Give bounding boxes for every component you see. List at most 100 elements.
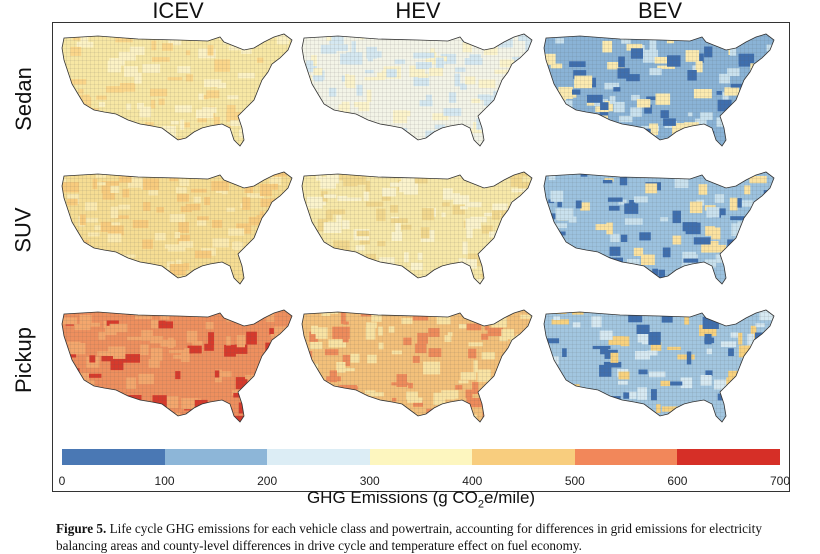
- county-region: [616, 142, 622, 146]
- county-region: [257, 34, 275, 37]
- county-region: [587, 113, 596, 123]
- county-region: [687, 273, 695, 282]
- county-region: [766, 350, 774, 362]
- county-region: [557, 276, 563, 282]
- county-region: [757, 383, 765, 394]
- county-region: [468, 426, 483, 439]
- county-region: [197, 276, 214, 281]
- county-region: [559, 122, 564, 128]
- county-region: [510, 74, 528, 81]
- county-region: [106, 289, 123, 296]
- county-region: [92, 404, 104, 416]
- county-region: [135, 291, 143, 303]
- county-region: [271, 417, 287, 422]
- county-region: [287, 421, 292, 422]
- county-region: [361, 276, 370, 284]
- county-region: [697, 282, 705, 284]
- county-region: [260, 131, 273, 140]
- county-region: [661, 418, 666, 422]
- county-region: [461, 34, 468, 36]
- county-borders: [544, 310, 774, 422]
- legend-tick-100: 100: [154, 474, 175, 488]
- county-region: [496, 254, 507, 263]
- county-region: [68, 144, 79, 146]
- county-region: [733, 243, 743, 255]
- county-region: [309, 248, 323, 258]
- county-region: [284, 351, 292, 365]
- county-region: [305, 99, 312, 112]
- county-region: [734, 118, 746, 129]
- county-region: [123, 427, 132, 436]
- county-region: [554, 392, 566, 404]
- county-region: [284, 53, 292, 67]
- county-region: [248, 428, 263, 436]
- column-title-icev: ICEV: [152, 0, 204, 23]
- county-region: [611, 415, 616, 419]
- county-region: [754, 64, 770, 73]
- county-region: [564, 144, 573, 146]
- county-region: [597, 400, 611, 408]
- county-region: [63, 147, 77, 153]
- map-pickup-bev: [540, 304, 780, 444]
- county-borders: [62, 34, 292, 146]
- county-region: [72, 287, 87, 292]
- county-region: [761, 259, 774, 272]
- county-region: [509, 91, 517, 104]
- county-region: [363, 143, 369, 146]
- county-region: [101, 144, 112, 146]
- county-region: [702, 271, 713, 282]
- county-region: [350, 133, 358, 146]
- county-region: [748, 347, 764, 357]
- county-region: [514, 238, 520, 249]
- legend-tick-300: 300: [359, 474, 380, 488]
- county-region: [629, 129, 643, 139]
- county-region: [88, 413, 97, 422]
- county-region: [247, 393, 259, 398]
- county-region: [325, 149, 339, 161]
- county-region: [511, 354, 524, 363]
- county-region: [546, 226, 554, 237]
- county-region: [84, 140, 89, 146]
- county-region: [77, 246, 83, 258]
- county-region: [314, 145, 325, 146]
- county-region: [764, 73, 774, 81]
- county-region: [618, 172, 624, 175]
- county-region: [519, 115, 532, 126]
- county-region: [560, 419, 569, 422]
- county-region: [510, 410, 524, 414]
- county-region: [677, 285, 685, 297]
- county-region: [748, 116, 765, 126]
- county-region: [544, 250, 549, 263]
- county-region: [565, 267, 583, 274]
- county-region: [120, 268, 134, 277]
- county-region: [694, 34, 706, 36]
- county-region: [765, 211, 774, 219]
- county-region: [651, 142, 659, 146]
- county-region: [588, 153, 602, 158]
- county-region: [88, 279, 94, 284]
- county-region: [269, 228, 277, 239]
- county-borders: [62, 310, 292, 422]
- county-region: [700, 272, 713, 277]
- county-region: [734, 376, 748, 390]
- county-region: [669, 289, 678, 298]
- county-region: [498, 135, 516, 146]
- county-region: [527, 356, 532, 360]
- county-region: [616, 127, 628, 135]
- county-region: [304, 413, 310, 422]
- county-region: [250, 409, 263, 415]
- county-region: [613, 276, 622, 284]
- county-region: [205, 408, 219, 415]
- county-region: [598, 406, 615, 411]
- legend-tick-500: 500: [564, 474, 585, 488]
- county-region: [739, 423, 745, 435]
- county-region: [101, 259, 110, 269]
- county-region: [372, 418, 387, 422]
- map-suv-bev: [540, 166, 780, 306]
- county-region: [738, 260, 756, 269]
- county-region: [544, 237, 554, 242]
- county-region: [277, 428, 292, 440]
- county-region: [140, 172, 150, 174]
- county-borders: [302, 34, 532, 146]
- county-region: [275, 401, 288, 412]
